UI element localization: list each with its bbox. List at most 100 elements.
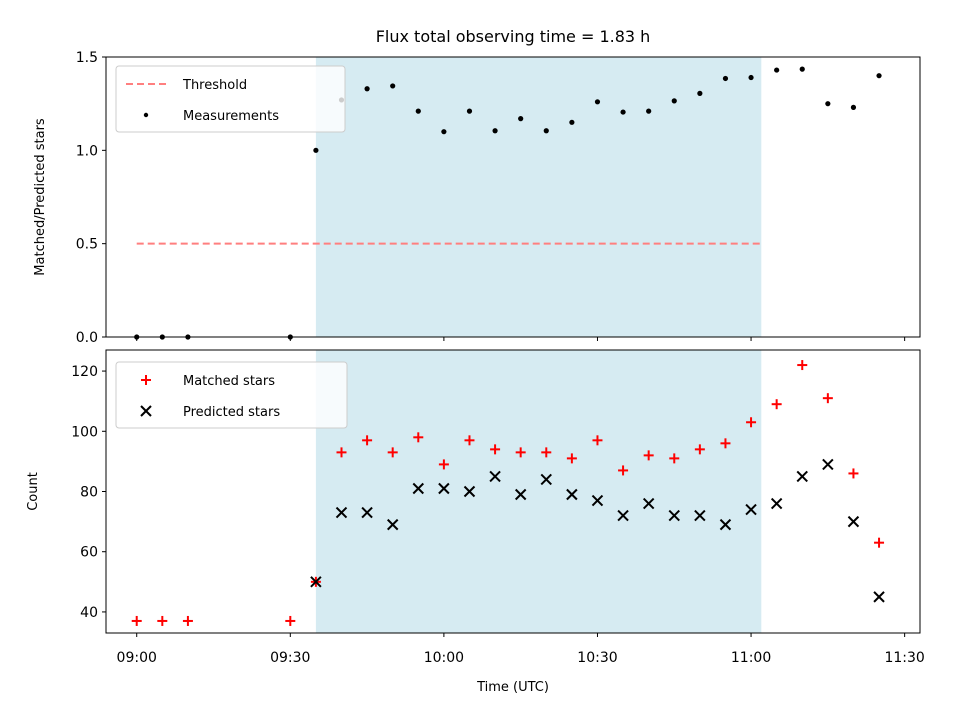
predicted-point <box>566 488 578 501</box>
y-tick-label: 0.5 <box>76 237 98 253</box>
predicted-stars-points <box>310 458 885 603</box>
top-x-ticks <box>136 337 906 341</box>
matched-point <box>618 465 629 476</box>
measurement-point <box>313 147 319 153</box>
predicted-point <box>591 494 604 507</box>
matched-point <box>874 537 885 548</box>
matched-point <box>362 435 373 446</box>
legend-measurements-swatch <box>143 112 149 118</box>
x-tick-label: 11:30 <box>884 650 924 666</box>
predicted-point <box>745 503 757 516</box>
measurement-point <box>415 108 421 114</box>
y-tick-label: 0.0 <box>76 330 98 346</box>
legend-predicted-label: Predicted stars <box>183 405 280 420</box>
measurement-point <box>543 128 549 134</box>
measurement-point <box>390 83 396 89</box>
y-tick-label: 1.0 <box>76 143 98 159</box>
top-y-ticks: 0.0 0.5 1.0 1.5 <box>76 50 106 346</box>
bottom-y-axis-label: Count <box>26 472 41 511</box>
matched-point <box>797 360 808 371</box>
x-tick-label: 11:00 <box>731 650 771 666</box>
measurement-point <box>671 98 677 104</box>
predicted-point <box>668 509 680 522</box>
measurement-points <box>134 66 882 340</box>
matched-point <box>746 417 757 428</box>
measurement-point <box>518 116 524 122</box>
matched-point <box>515 447 526 458</box>
measurement-point <box>850 104 857 110</box>
predicted-point <box>361 506 373 519</box>
y-tick-label: 40 <box>80 605 98 621</box>
matched-point <box>566 453 577 464</box>
bottom-legend: Matched stars Predicted stars <box>115 361 348 429</box>
legend-matched-label: Matched stars <box>183 374 275 389</box>
top-axes-frame <box>105 56 921 338</box>
matched-point <box>438 459 449 470</box>
matched-point <box>643 450 654 461</box>
x-axis-label: Time (UTC) <box>476 680 549 695</box>
y-tick-label: 100 <box>71 424 98 440</box>
measurement-point <box>748 74 754 81</box>
matched-point <box>413 432 424 443</box>
x-tick-label: 10:00 <box>424 650 464 666</box>
predicted-point <box>310 576 322 588</box>
y-tick-label: 60 <box>80 545 98 561</box>
predicted-point <box>540 473 552 486</box>
bottom-panel: 40 60 80 100 120 09:00 09:30 10:00 10:30 11:00 11… <box>26 349 925 695</box>
matched-point <box>720 438 731 449</box>
predicted-point <box>642 497 655 510</box>
measurement-point <box>697 90 703 96</box>
matched-point <box>669 453 680 464</box>
measurement-point <box>774 67 780 73</box>
predicted-point <box>463 485 476 498</box>
x-tick-label: 09:00 <box>117 650 157 666</box>
top-legend: Threshold Measurements <box>115 65 346 133</box>
predicted-point <box>719 518 732 531</box>
predicted-point <box>386 518 399 531</box>
predicted-point <box>822 458 834 471</box>
bottom-shaded-interval <box>315 350 762 633</box>
top-shaded-interval <box>315 57 762 337</box>
matched-point <box>285 615 296 626</box>
predicted-point <box>694 509 706 522</box>
top-y-axis-label: Matched/Predicted stars <box>33 118 48 276</box>
measurement-point <box>799 66 805 72</box>
matched-point <box>157 615 168 626</box>
predicted-point <box>617 509 629 522</box>
predicted-point <box>770 497 783 510</box>
measurement-point <box>825 101 831 107</box>
measurement-point <box>722 75 729 82</box>
matched-point <box>336 447 347 458</box>
legend-measurements-label: Measurements <box>183 109 279 124</box>
matched-point <box>771 399 782 410</box>
predicted-point <box>847 515 860 528</box>
legend-matched-swatch <box>141 375 151 385</box>
y-tick-label: 80 <box>80 485 98 501</box>
measurement-point <box>441 129 447 135</box>
measurement-point <box>876 73 882 79</box>
measurement-point <box>466 108 473 114</box>
measurement-point <box>594 99 601 105</box>
matched-point <box>592 435 603 446</box>
matched-point <box>541 447 552 458</box>
legend-threshold-label: Threshold <box>182 78 247 93</box>
matched-stars-points <box>131 360 885 626</box>
matched-point <box>848 468 859 479</box>
matched-point <box>822 393 833 404</box>
bottom-legend-box <box>115 361 348 429</box>
top-panel: 0.0 0.5 1.0 1.5 Flux total observing time =… <box>33 27 921 346</box>
x-tick-label: 09:30 <box>270 650 310 666</box>
predicted-point <box>796 470 808 483</box>
y-tick-label: 1.5 <box>76 50 98 66</box>
measurement-point <box>620 109 626 115</box>
top-legend-box <box>115 65 346 133</box>
legend-cross-marker <box>140 405 152 417</box>
legend-predicted-swatch <box>140 405 152 417</box>
matched-point <box>182 615 193 626</box>
measurement-point <box>569 119 575 125</box>
matched-point <box>490 444 501 455</box>
measurement-point <box>364 86 370 92</box>
measurement-point <box>646 108 652 114</box>
matched-point <box>694 444 705 455</box>
predicted-point <box>514 488 527 501</box>
